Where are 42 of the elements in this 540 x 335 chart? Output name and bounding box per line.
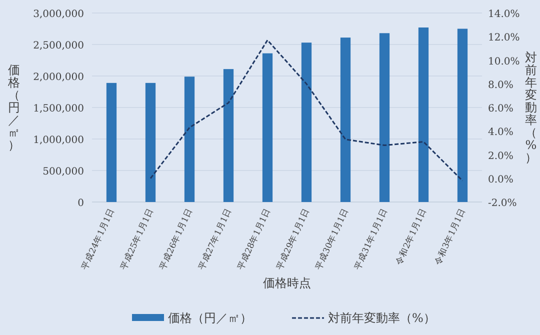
x-tick-label: 平成30年1月1日 [313,206,352,272]
x-tick-label: 平成25年1月1日 [118,206,156,272]
y2-tick-label: 2.0% [488,150,514,162]
y2-tick-label: 6.0% [488,104,514,114]
y-tick-label: 3,000,000 [33,9,84,20]
x-tick-label: 平成24年1月1日 [79,206,118,272]
x-tick-label: 平成28年1月1日 [235,206,274,272]
legend-label: 対前年変動率（%） [328,311,436,325]
bar [145,82,156,202]
y2-tick-label: 10.0% [488,56,520,68]
y2-tick-label: 14.0% [488,9,520,20]
y-tick-label: 1,000,000 [33,135,84,146]
x-tick-label: 平成31年1月1日 [352,206,390,272]
bar [223,69,234,202]
y-tick-label: 500,000 [42,166,84,178]
text: 対前年変動率（%） [525,50,537,164]
y-axis-title: 価格（円／㎡） [7,63,20,152]
y-tick-label: 1,500,000 [33,104,84,114]
bar [379,33,390,202]
bar [184,76,195,202]
y2-tick-label: 8.0% [488,80,514,91]
line-series [150,39,464,182]
bar [457,28,468,202]
y2-tick-label: 0.0% [488,174,514,186]
bar [262,53,273,202]
y-tick-label: 0 [78,198,84,209]
y-tick-label: 2,500,000 [33,40,84,52]
y2-tick-label: -2.0% [488,198,517,209]
bar [340,38,351,202]
x-tick-label: 平成29年1月1日 [274,206,312,272]
y2-tick-label: 12.0% [488,32,520,44]
legend-label: 価格（円／㎡） [168,311,252,325]
x-axis-title: 価格時点 [263,276,311,290]
x-tick-label: 令和2年1月1日 [393,206,430,267]
x-tick-label: 平成27年1月1日 [196,206,234,272]
bar [301,42,312,202]
bar [418,27,429,202]
x-tick-label: 令和3年1月1日 [432,206,468,267]
y2-tick-label: 4.0% [488,127,514,138]
y-tick-label: 2,000,000 [33,72,84,83]
x-tick-label: 平成26年1月1日 [157,206,196,272]
bar [106,82,117,202]
